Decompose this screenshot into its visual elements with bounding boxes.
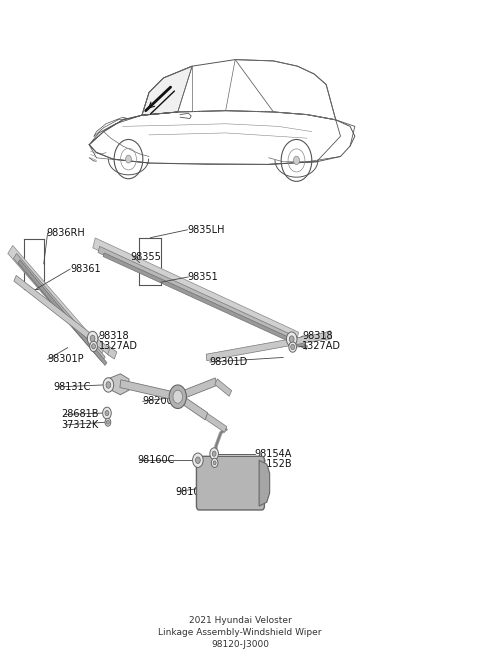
Circle shape — [90, 341, 97, 352]
Text: 98361: 98361 — [70, 264, 101, 274]
Text: 98318: 98318 — [99, 331, 130, 341]
Polygon shape — [93, 238, 299, 342]
Text: 9836RH: 9836RH — [46, 228, 85, 238]
Text: 98301D: 98301D — [209, 357, 247, 367]
Circle shape — [293, 156, 300, 165]
Circle shape — [126, 155, 132, 163]
Text: 1327AD: 1327AD — [99, 341, 138, 352]
Polygon shape — [259, 461, 270, 506]
Polygon shape — [98, 247, 303, 346]
Circle shape — [90, 335, 95, 342]
Polygon shape — [177, 378, 217, 401]
Circle shape — [287, 332, 297, 346]
Circle shape — [291, 344, 295, 350]
Polygon shape — [205, 413, 227, 432]
Circle shape — [103, 407, 111, 419]
Polygon shape — [89, 112, 178, 145]
Circle shape — [87, 331, 98, 346]
Polygon shape — [8, 245, 104, 358]
Circle shape — [92, 344, 96, 349]
Text: 98200: 98200 — [142, 396, 173, 406]
Text: 98154A: 98154A — [254, 449, 292, 459]
Polygon shape — [324, 331, 332, 340]
Circle shape — [169, 385, 186, 409]
Circle shape — [213, 461, 216, 465]
Circle shape — [107, 420, 109, 424]
Circle shape — [289, 342, 297, 352]
Text: 98160C: 98160C — [137, 455, 174, 465]
Polygon shape — [18, 260, 107, 365]
Text: 98152B: 98152B — [254, 459, 292, 469]
Circle shape — [192, 453, 203, 468]
Circle shape — [212, 451, 216, 457]
Polygon shape — [108, 348, 117, 359]
Text: 9835LH: 9835LH — [187, 225, 225, 235]
Circle shape — [105, 419, 111, 426]
Text: 2021 Hyundai Veloster
Linkage Assembly-Windshield Wiper
98120-J3000: 2021 Hyundai Veloster Linkage Assembly-W… — [158, 616, 322, 649]
Polygon shape — [108, 374, 129, 395]
Polygon shape — [215, 379, 232, 396]
Polygon shape — [206, 333, 326, 361]
Text: 98301P: 98301P — [48, 354, 84, 365]
Text: 1327AD: 1327AD — [302, 341, 341, 352]
Polygon shape — [14, 276, 112, 356]
Circle shape — [289, 336, 294, 342]
Polygon shape — [142, 66, 192, 115]
FancyBboxPatch shape — [196, 457, 264, 510]
Circle shape — [210, 448, 218, 460]
Text: 98131C: 98131C — [53, 382, 91, 392]
Circle shape — [173, 390, 182, 403]
Circle shape — [106, 382, 111, 388]
Polygon shape — [177, 393, 208, 420]
Circle shape — [211, 459, 218, 468]
Circle shape — [195, 457, 200, 464]
Polygon shape — [120, 380, 178, 401]
Text: 98351: 98351 — [187, 272, 218, 282]
Text: 28681B: 28681B — [61, 409, 99, 419]
Text: 37312K: 37312K — [61, 420, 99, 430]
Text: 98355: 98355 — [130, 253, 161, 262]
Text: 98318: 98318 — [302, 331, 333, 341]
Text: 98100: 98100 — [175, 487, 206, 497]
Polygon shape — [103, 253, 308, 350]
Circle shape — [103, 378, 114, 392]
Circle shape — [105, 411, 109, 416]
Polygon shape — [13, 253, 105, 362]
